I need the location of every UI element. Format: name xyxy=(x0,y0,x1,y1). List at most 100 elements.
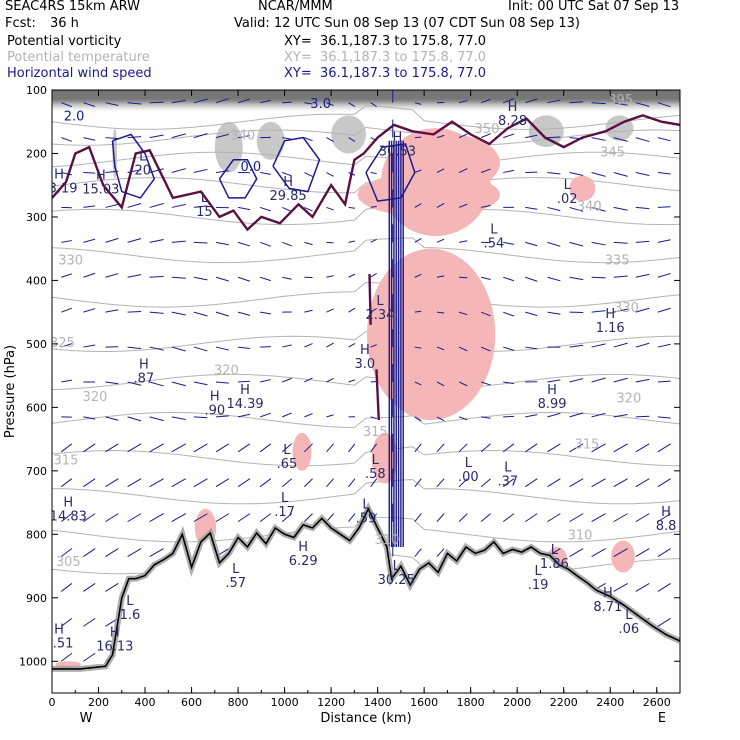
wind-arrow xyxy=(61,343,72,348)
wind-arrow xyxy=(635,478,650,488)
extremum-value: 15.03 xyxy=(82,183,119,198)
plot-frame xyxy=(51,89,681,694)
field-label-theta: Potential temperature xyxy=(7,50,150,65)
wind-arrow xyxy=(83,344,96,348)
wind-arrow xyxy=(127,311,142,313)
wind-arrow xyxy=(569,206,584,212)
wind-arrow xyxy=(635,137,650,143)
extremum-value: 1.6 xyxy=(120,608,141,623)
theta-label: 345 xyxy=(600,146,625,161)
wind-arrow xyxy=(61,102,73,108)
extremum-value: .17 xyxy=(274,505,295,520)
wind-arrow xyxy=(613,342,628,348)
wind-arrow xyxy=(193,241,208,244)
wind-arrow xyxy=(348,137,356,142)
wind-arrow xyxy=(525,311,538,317)
wind-arrow xyxy=(370,238,377,243)
wind-arrow xyxy=(348,342,356,348)
wind-arrow xyxy=(414,416,422,422)
x-tick-label: 2000 xyxy=(503,696,531,709)
theta-label: 320 xyxy=(83,390,108,405)
field-xy-wind: XY= 36.1,187.3 to 175.8, 77.0 xyxy=(284,66,487,81)
wind-arrow xyxy=(237,206,250,211)
wind-arrow xyxy=(503,241,515,245)
wind-arrow xyxy=(282,412,292,418)
wind-arrow xyxy=(282,344,292,348)
pv-pink-patch xyxy=(462,172,482,211)
wind-arrow xyxy=(502,513,515,523)
extremum-value: .90 xyxy=(204,403,225,418)
pv-shading-band xyxy=(52,90,680,98)
wind-arrow xyxy=(547,206,561,212)
wind-arrow xyxy=(569,412,584,418)
wind-arrow xyxy=(149,443,164,453)
wind-arrow xyxy=(171,168,186,173)
wind-arrow xyxy=(237,311,251,316)
wind-arrow xyxy=(105,443,119,453)
extremum-symbol: L xyxy=(362,497,370,512)
wind-arrow xyxy=(458,443,468,453)
wind-arrow xyxy=(61,273,72,278)
wind-arrow xyxy=(149,346,164,351)
fcst-label: Fcst: xyxy=(5,16,36,31)
wind-arrow xyxy=(326,342,334,348)
wind-arrow xyxy=(635,443,650,453)
wind-arrow xyxy=(458,478,468,488)
y-tick-label: 800 xyxy=(26,528,47,541)
theta-label: 315 xyxy=(363,425,388,440)
wind-arrow xyxy=(149,101,164,104)
wind-arrow xyxy=(326,206,334,211)
model-title: SEAC4RS 15km ARW xyxy=(5,0,141,14)
wind-arrow xyxy=(547,478,561,488)
wind-arrow xyxy=(591,102,606,105)
wind-arrow xyxy=(215,381,229,384)
extremum-symbol: H xyxy=(54,622,64,637)
wind-arrow xyxy=(259,241,271,247)
wind-arrow xyxy=(304,172,313,177)
wind-arrow xyxy=(569,137,584,140)
wind-arrow xyxy=(61,548,73,557)
wind-arrow xyxy=(635,307,650,313)
wind-arrow xyxy=(260,311,271,315)
theta-label: 340 xyxy=(577,200,602,215)
extremum-symbol: L xyxy=(504,461,512,476)
wind-arrow xyxy=(326,275,334,278)
wind-arrow xyxy=(149,548,164,557)
wind-arrow xyxy=(414,169,422,173)
theta-isentrope xyxy=(52,202,680,226)
wind-arrow xyxy=(635,513,650,523)
theta-isentrope xyxy=(52,411,680,429)
wind-arrow xyxy=(525,513,538,523)
extremum-value: 30.53 xyxy=(379,144,416,159)
wind-arrow xyxy=(282,137,292,140)
wind-arrow xyxy=(105,513,119,523)
wind-arrow xyxy=(525,346,538,350)
wind-arrow xyxy=(458,346,468,352)
extremum-value: 8.28 xyxy=(498,114,527,129)
wind-arrow xyxy=(525,98,538,104)
pv-tower-contour xyxy=(368,274,380,421)
wind-arrow xyxy=(149,381,164,387)
extremum-symbol: H xyxy=(283,175,293,190)
wind-arrow xyxy=(171,203,186,208)
wind-arrow xyxy=(259,478,272,488)
theta-label: 350 xyxy=(475,122,500,137)
wind-arrow xyxy=(61,443,73,453)
wind-arrow xyxy=(127,169,142,174)
x-tick-label: 0 xyxy=(49,696,56,709)
extremum-symbol: H xyxy=(63,495,73,510)
pv-pink-patch xyxy=(569,175,596,202)
wind-arrow xyxy=(237,98,251,104)
wind-arrow xyxy=(127,136,142,139)
y-tick-label: 700 xyxy=(26,465,47,478)
extremum-value: 8.51 xyxy=(45,636,74,651)
pv-contour-label: 3.0 xyxy=(310,97,331,112)
wind-arrow xyxy=(503,276,515,282)
wind-arrow xyxy=(480,513,491,523)
wind-arrow xyxy=(237,276,251,282)
wind-arrow xyxy=(525,414,538,418)
wind-arrow xyxy=(348,307,356,313)
x-tick-label: 2600 xyxy=(643,696,671,709)
extremum-symbol: H xyxy=(547,383,557,398)
wind-arrow xyxy=(547,513,561,523)
